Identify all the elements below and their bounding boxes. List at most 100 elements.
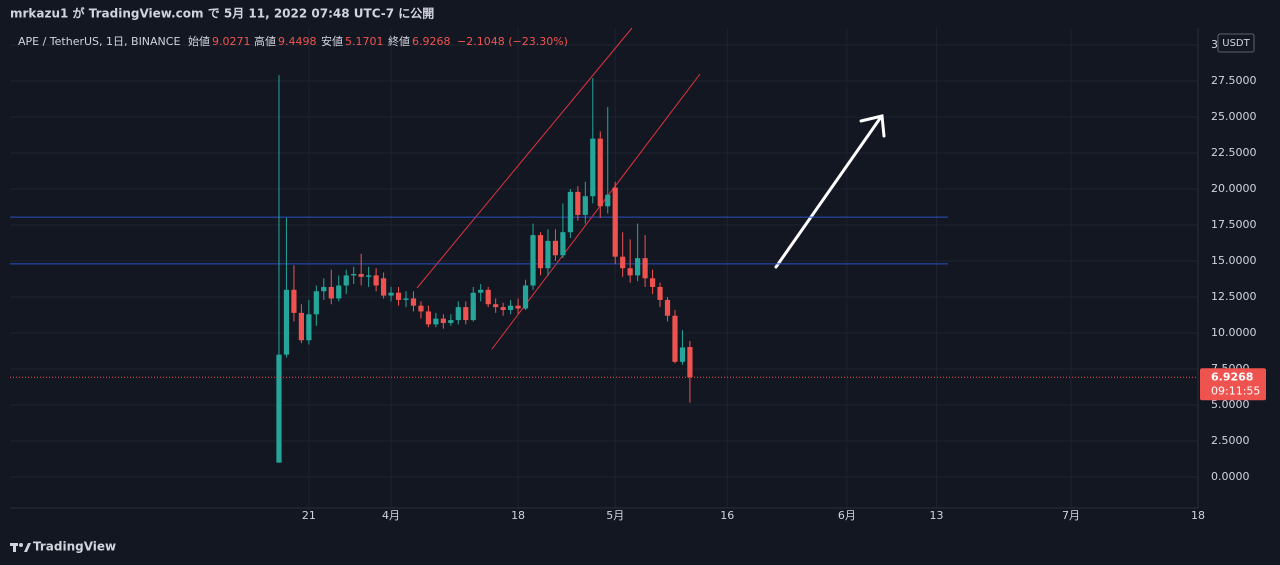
- x-tick-label: 21: [302, 509, 316, 522]
- ohlc-value: 9.4498: [278, 35, 317, 48]
- candle-body: [440, 318, 446, 323]
- candle-body: [620, 256, 626, 269]
- candle-body: [537, 235, 544, 269]
- x-tick-label: 6月: [838, 509, 856, 522]
- candle-body: [351, 273, 357, 276]
- y-tick-label: 5.0000: [1211, 398, 1250, 411]
- ohlc-label: 始値: [188, 34, 210, 48]
- y-tick-label: 20.0000: [1211, 182, 1257, 195]
- candle-body: [672, 315, 678, 362]
- y-tick-label: 25.0000: [1211, 110, 1257, 123]
- candle-body: [567, 191, 573, 233]
- candle-body: [522, 285, 529, 309]
- candle-body: [328, 286, 334, 299]
- candle-body: [642, 258, 648, 279]
- ohlc-label: 安値: [321, 34, 343, 48]
- y-tick-label: 3: [1211, 38, 1218, 51]
- x-tick-label: 5月: [606, 509, 624, 522]
- arrow-shaft: [774, 115, 883, 269]
- candle-body: [366, 275, 372, 277]
- symbol: APE / TetherUS, 1日, BINANCE: [18, 35, 180, 48]
- x-tick-label: 4月: [382, 509, 400, 522]
- candle-body: [448, 320, 454, 323]
- currency: USDT: [1222, 38, 1250, 49]
- candle-body: [679, 347, 686, 362]
- candle-body: [597, 138, 603, 207]
- candle-body: [395, 292, 402, 300]
- drawings: [10, 27, 948, 350]
- candle-body: [687, 347, 693, 378]
- candle-body: [418, 305, 424, 312]
- candle-body: [358, 273, 364, 277]
- candles: [10, 75, 1198, 463]
- candle-body: [425, 311, 432, 325]
- arrow-head: [859, 114, 886, 138]
- y-tick-label: 10.0000: [1211, 326, 1257, 339]
- candle-body: [276, 354, 282, 463]
- candle-body: [605, 194, 611, 207]
- channel-line: [416, 27, 633, 289]
- x-tick-label: 16: [720, 509, 734, 522]
- last-price-badge: [1200, 368, 1266, 401]
- y-tick-label: 2.5000: [1211, 434, 1250, 447]
- change: −2.1048 (−23.30%): [457, 35, 568, 48]
- candle-body: [463, 307, 469, 321]
- candle-body: [530, 235, 536, 286]
- y-tick-label: 15.0000: [1211, 254, 1257, 267]
- candle-body: [298, 312, 304, 341]
- logo-part: [19, 543, 23, 547]
- grid: [10, 28, 1199, 508]
- last-price-label: 6.9268: [1211, 370, 1253, 383]
- candle-body: [291, 289, 297, 313]
- candle-body: [664, 299, 671, 316]
- candle-body: [283, 289, 290, 355]
- ohlc-value: 9.0271: [212, 35, 251, 48]
- candle-body: [552, 240, 559, 256]
- candle-body: [410, 298, 417, 306]
- candle-body: [478, 289, 484, 293]
- y-tick-label: 17.5000: [1211, 218, 1257, 231]
- candle-body: [560, 232, 566, 256]
- candle-body: [433, 318, 439, 325]
- candle-body: [336, 285, 342, 299]
- candle-body: [380, 278, 387, 296]
- candle-body: [500, 307, 506, 310]
- candle-body: [455, 307, 461, 321]
- candle-body: [508, 305, 514, 310]
- candle-body: [575, 191, 581, 215]
- logo-part: [24, 543, 31, 552]
- x-tick-label: 18: [511, 509, 525, 522]
- candle-body: [388, 292, 394, 296]
- y-tick-label: 0.0000: [1211, 470, 1250, 483]
- ohlc-label: 高値: [254, 34, 276, 48]
- candle-body: [343, 275, 349, 286]
- candle-body: [545, 240, 551, 269]
- y-tick-label: 22.5000: [1211, 146, 1257, 159]
- logo-icon: [10, 543, 31, 552]
- x-tick-label: 13: [929, 509, 943, 522]
- candle-body: [612, 187, 618, 257]
- arrow: [774, 114, 886, 269]
- candle-body: [627, 268, 633, 276]
- candle-body: [657, 286, 663, 300]
- x-tick-label: 7月: [1062, 509, 1080, 522]
- ohlc-value: 5.1701: [345, 35, 384, 48]
- candle-body: [306, 314, 312, 341]
- candle-body: [649, 278, 656, 287]
- candle-body: [313, 291, 319, 315]
- candle-body: [635, 258, 641, 276]
- candle-body: [590, 138, 596, 197]
- candle-body: [582, 196, 588, 215]
- footer-logo: TradingView: [33, 540, 116, 554]
- y-tick-label: 12.5000: [1211, 290, 1257, 303]
- ohlc-value: 6.9268: [412, 35, 451, 48]
- candle-body: [493, 304, 499, 308]
- publisher: mrkazu1 が TradingView.com で 5月 11, 2022 …: [10, 6, 434, 21]
- currency-badge[interactable]: [1217, 33, 1255, 53]
- countdown: 09:11:55: [1211, 384, 1260, 397]
- candle-body: [515, 305, 521, 309]
- y-tick-label: 27.5000: [1211, 74, 1257, 87]
